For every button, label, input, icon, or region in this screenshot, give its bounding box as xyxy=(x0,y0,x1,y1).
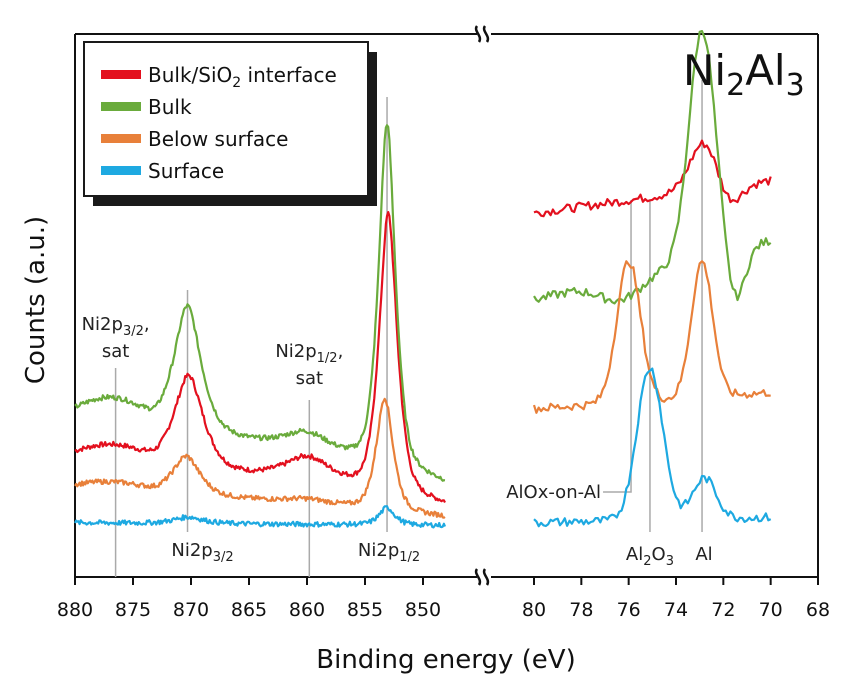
x-tick-label: 860 xyxy=(289,599,325,621)
series-line-ni2p xyxy=(74,505,447,529)
x-tick-label: 80 xyxy=(522,599,546,621)
legend-item: Bulk/SiO2 interface xyxy=(101,63,337,91)
legend-swatch xyxy=(101,102,141,111)
reference-line-label: Ni2p1/2, xyxy=(275,341,343,366)
legend-swatch xyxy=(101,166,141,175)
axis-break-mark-top-2 xyxy=(482,25,490,43)
series-bulk xyxy=(74,30,772,482)
series-below-surface xyxy=(74,260,771,519)
x-tick-label: 76 xyxy=(617,599,641,621)
series-line-al2p xyxy=(533,30,772,305)
axis-break-mark-bottom-2 xyxy=(482,568,490,586)
legend-item: Bulk xyxy=(101,95,192,119)
data-series xyxy=(74,30,772,529)
legend-swatch xyxy=(101,70,141,79)
series-line-ni2p xyxy=(74,211,446,504)
series-line-ni2p xyxy=(74,124,446,482)
reference-line-label: Ni2p3/2 xyxy=(171,540,233,565)
x-tick-label: 880 xyxy=(57,599,93,621)
x-tick-label: 68 xyxy=(806,599,830,621)
chart-title: Ni2Al3 xyxy=(683,46,805,103)
x-tick-label: 78 xyxy=(569,599,593,621)
axis-break-mark-bottom-1 xyxy=(474,568,482,586)
series-surface xyxy=(74,367,772,529)
x-tick-label: 875 xyxy=(115,599,151,621)
reference-line-label: Al2O3 xyxy=(626,544,674,569)
legend: Bulk/SiO2 interface Bulk Below surface Surf… xyxy=(83,41,377,206)
legend-label: Below surface xyxy=(148,127,288,151)
reference-line-label: Ni2p3/2, xyxy=(82,314,150,339)
series-bulk-sio2-interface xyxy=(74,139,772,504)
legend-item: Below surface xyxy=(101,127,288,151)
axis-break-mark-top-1 xyxy=(474,25,482,43)
legend-item: Surface xyxy=(101,159,224,183)
x-tick-label: 74 xyxy=(664,599,688,621)
plot-frame xyxy=(74,25,819,586)
series-line-al2p xyxy=(532,260,771,414)
x-tick-label: 850 xyxy=(405,599,441,621)
reference-line-label: AlOx-on-Al xyxy=(506,482,601,503)
reference-lines xyxy=(114,80,703,577)
reference-line xyxy=(603,200,632,493)
legend-swatch xyxy=(101,134,141,143)
y-axis-title: Counts (a.u.) xyxy=(21,216,51,384)
reference-line-label: Ni2p1/2 xyxy=(358,540,420,565)
legend-label: Bulk xyxy=(148,95,192,119)
series-line-al2p xyxy=(533,139,772,218)
legend-label: Surface xyxy=(148,159,224,183)
reference-line-label: sat xyxy=(102,341,129,362)
x-tick-label: 855 xyxy=(347,599,383,621)
x-axis-title: Binding energy (eV) xyxy=(316,645,575,675)
annotations: Ni2p3/2,satNi2p3/2Ni2p1/2,satNi2p1/2AlOx… xyxy=(82,314,713,569)
x-tick-label: 865 xyxy=(231,599,267,621)
x-axis-ticks: 880 875 870 865 860 855 850 80 78 76 74 72 70 68 xyxy=(57,577,830,621)
legend-label: Bulk/SiO2 interface xyxy=(148,63,337,91)
x-tick-label: 72 xyxy=(711,599,735,621)
x-tick-label: 870 xyxy=(173,599,209,621)
series-line-al2p xyxy=(533,367,772,528)
reference-line-label: sat xyxy=(296,368,323,389)
series-line-ni2p xyxy=(74,397,446,519)
x-tick-label: 70 xyxy=(759,599,783,621)
reference-line-label: Al xyxy=(695,544,712,565)
